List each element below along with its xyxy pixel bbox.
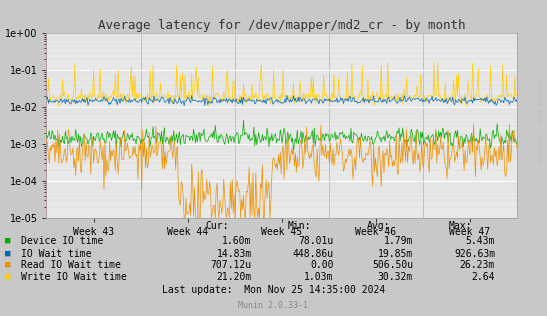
Text: 506.50u: 506.50u xyxy=(372,260,413,270)
Y-axis label: seconds: seconds xyxy=(0,105,2,146)
Text: Min:: Min: xyxy=(287,221,311,231)
Text: RRDTOOL / TOBI OETIKER: RRDTOOL / TOBI OETIKER xyxy=(538,79,543,161)
Text: Read IO Wait time: Read IO Wait time xyxy=(21,260,121,270)
Text: Write IO Wait time: Write IO Wait time xyxy=(21,272,126,283)
Text: 19.85m: 19.85m xyxy=(378,249,413,259)
Text: ■: ■ xyxy=(5,236,11,245)
Text: 21.20m: 21.20m xyxy=(217,272,252,283)
Text: 926.63m: 926.63m xyxy=(454,249,495,259)
Text: Cur:: Cur: xyxy=(205,221,229,231)
Text: 5.43m: 5.43m xyxy=(465,236,495,246)
Text: 1.60m: 1.60m xyxy=(222,236,252,246)
Text: 707.12u: 707.12u xyxy=(211,260,252,270)
Text: 26.23m: 26.23m xyxy=(460,260,495,270)
Text: Max:: Max: xyxy=(449,221,472,231)
Text: Device IO time: Device IO time xyxy=(21,236,103,246)
Text: 30.32m: 30.32m xyxy=(378,272,413,283)
Text: ■: ■ xyxy=(5,272,11,281)
Text: ■: ■ xyxy=(5,248,11,257)
Text: 78.01u: 78.01u xyxy=(299,236,334,246)
Text: Last update:  Mon Nov 25 14:35:00 2024: Last update: Mon Nov 25 14:35:00 2024 xyxy=(162,285,385,295)
Text: 1.03m: 1.03m xyxy=(304,272,334,283)
Text: ■: ■ xyxy=(5,260,11,269)
Title: Average latency for /dev/mapper/md2_cr - by month: Average latency for /dev/mapper/md2_cr -… xyxy=(98,19,465,32)
Text: 448.86u: 448.86u xyxy=(293,249,334,259)
Text: 14.83m: 14.83m xyxy=(217,249,252,259)
Text: IO Wait time: IO Wait time xyxy=(21,249,91,259)
Text: Munin 2.0.33-1: Munin 2.0.33-1 xyxy=(238,301,309,310)
Text: 0.00: 0.00 xyxy=(310,260,334,270)
Text: 2.64: 2.64 xyxy=(472,272,495,283)
Text: 1.79m: 1.79m xyxy=(383,236,413,246)
Text: Avg:: Avg: xyxy=(366,221,390,231)
